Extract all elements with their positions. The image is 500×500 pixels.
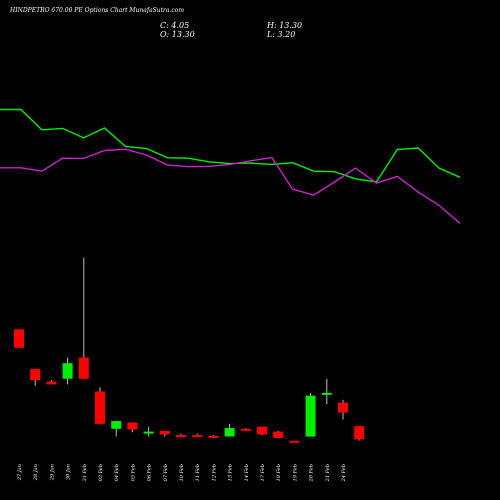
candle [14, 329, 24, 348]
x-tick-label: 27 Jan [17, 464, 23, 481]
x-tick-label: 30 Jan [66, 464, 72, 480]
candle [321, 378, 332, 405]
candle [240, 428, 251, 431]
x-tick-label: 17 Feb [260, 464, 266, 481]
indicator-line-magenta [0, 148, 461, 224]
x-tick-label: 28 Jan [33, 464, 39, 481]
candle-body [273, 431, 284, 438]
x-tick-label: 10 Feb [179, 464, 185, 481]
candle [95, 387, 105, 424]
candle-body [257, 426, 267, 435]
candle [143, 426, 154, 437]
x-tick-label: 12 Feb [211, 464, 217, 481]
candle-body [14, 329, 24, 348]
candle-body [46, 381, 57, 385]
indicator-line-green [0, 108, 461, 183]
candle-body [240, 428, 251, 431]
x-tick-label: 19 Feb [292, 464, 298, 481]
candle [159, 430, 170, 437]
x-tick-label: 31 Feb [82, 464, 88, 481]
candle [111, 421, 122, 437]
open-value: O: 13.30 [160, 30, 195, 39]
candle-body [208, 435, 219, 438]
candle-body [354, 426, 365, 440]
x-tick-label: 29 Jan [49, 464, 55, 481]
x-tick-label: 14 Feb [244, 464, 250, 481]
candle-body [321, 392, 332, 395]
candle [127, 422, 138, 433]
x-tick-label: 11 Feb [195, 464, 201, 481]
candle-body [62, 363, 73, 379]
candle [273, 430, 284, 438]
close-value: C: 4.05 [160, 21, 190, 30]
candle [257, 426, 267, 436]
candle [62, 357, 73, 385]
indicator-lines [0, 108, 461, 224]
x-tick-label: 21 Feb [325, 464, 331, 482]
candle-body [95, 391, 105, 424]
candle-body [289, 440, 300, 443]
candle [192, 433, 203, 438]
candle-body [338, 402, 348, 413]
candle [289, 440, 300, 443]
x-tick-label: 04 Feb [114, 464, 120, 481]
x-tick-label: 06 Feb [147, 464, 153, 481]
candle-body [111, 421, 122, 429]
x-axis-labels: 27 Jan 28 Jan 29 Jan 30 Jan 31 Feb 03 Feb 04 F… [17, 464, 347, 482]
candle [176, 433, 186, 438]
candle-body [305, 395, 316, 437]
candle [305, 392, 316, 437]
high-value: H: 13.30 [267, 21, 303, 30]
candle-body [127, 422, 138, 430]
x-tick-label: 05 Feb [130, 464, 136, 481]
candle-body [30, 368, 41, 381]
x-tick-label: 07 Feb [163, 464, 169, 481]
candle [78, 257, 89, 379]
candle [224, 423, 235, 437]
candle-body [159, 430, 170, 435]
x-tick-label: 18 Feb [276, 464, 282, 481]
x-tick-label: 03 Feb [98, 464, 104, 481]
candle-body [176, 435, 186, 438]
candle [338, 399, 348, 420]
candle-body [143, 431, 154, 434]
x-tick-label: 24 Feb [341, 464, 347, 482]
low-value: L: 3.20 [267, 30, 296, 39]
candle [30, 368, 41, 386]
candle [208, 435, 219, 438]
chart-title: HINDPETRO 670.00 PE Options Chart Munafa… [10, 7, 185, 14]
x-tick-label: 13 Feb [228, 464, 234, 481]
candles [14, 257, 365, 443]
candle-body [192, 435, 203, 438]
candle [354, 426, 365, 441]
x-tick-label: 20 Feb [309, 464, 315, 482]
candle [46, 380, 57, 385]
candle-body [224, 428, 235, 437]
candle-body [78, 357, 89, 379]
